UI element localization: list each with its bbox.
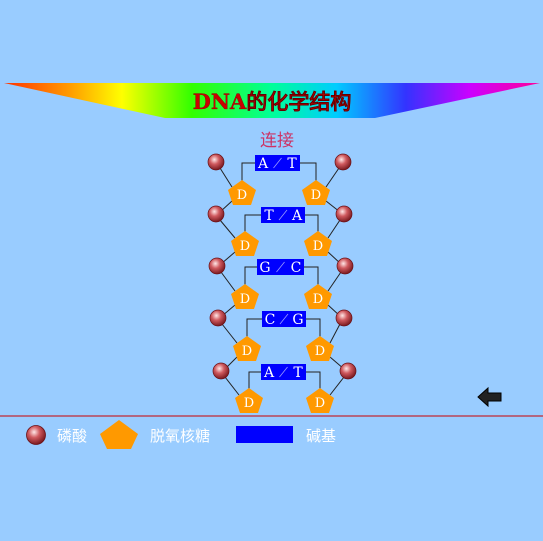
base-left-label: A — [263, 365, 275, 381]
phosphate-left — [208, 257, 226, 275]
sugar-right — [304, 284, 332, 309]
sugar-base-bond — [248, 371, 261, 389]
backbone-bond — [224, 376, 240, 396]
sugar-right — [306, 388, 334, 413]
hydrogen-bond — [276, 261, 285, 273]
legend-sugar-icon — [100, 420, 138, 449]
sugar-label: D — [315, 396, 325, 411]
backbone-bond — [219, 167, 233, 188]
legend-phosphate-icon — [26, 425, 46, 445]
phosphate-left — [212, 362, 230, 380]
sugar-left — [228, 180, 256, 205]
sugar-label: D — [315, 344, 325, 359]
sugar-right — [302, 180, 330, 205]
phosphate-right — [336, 257, 354, 275]
sugar-right — [304, 231, 332, 256]
sugar-label: D — [311, 188, 321, 203]
backbone-bond — [329, 323, 341, 344]
sugar-base-bond — [306, 318, 321, 337]
hydrogen-bond — [278, 209, 288, 221]
phosphate-right — [339, 362, 357, 380]
sugar-label: D — [240, 292, 250, 307]
base-right-label: G — [292, 312, 303, 328]
backbone-bond — [221, 323, 238, 344]
subtitle-link[interactable]: 连接 — [260, 131, 294, 151]
backbone-bond — [220, 271, 236, 292]
backbone-bond — [325, 167, 340, 188]
legend-base-icon — [236, 426, 293, 443]
sugar-label: D — [240, 239, 250, 254]
phosphate-left — [209, 309, 227, 327]
hydrogen-bond — [279, 366, 288, 378]
sugar-left — [231, 284, 259, 309]
sugar-label: D — [244, 396, 254, 411]
base-left-label: A — [257, 156, 269, 172]
phosphate-left — [207, 153, 225, 171]
sugar-label: D — [237, 188, 247, 203]
sugar-base-bond — [244, 214, 261, 232]
sugar-label: D — [313, 292, 323, 307]
base-left-label: G — [259, 260, 270, 276]
sugar-right — [306, 336, 334, 361]
base-right-label: T — [293, 365, 303, 381]
page-title: DNA的化学结构 — [193, 89, 352, 114]
hydrogen-bond — [273, 157, 282, 169]
sugar-left — [235, 388, 263, 413]
phosphate-right — [335, 309, 353, 327]
sugar-base-bond — [304, 266, 319, 285]
sugar-base-bond — [306, 371, 321, 389]
hydrogen-bond — [279, 313, 289, 325]
dna-ladder: D DA TD DT AD DG CD DC GD DA T — [207, 153, 357, 413]
legend: 磷酸 脱氧核糖 碱基 — [26, 420, 336, 449]
backbone-bond — [329, 376, 345, 396]
back-arrow-icon[interactable] — [477, 386, 502, 408]
sugar-base-bond — [244, 266, 257, 285]
backbone-bond — [219, 219, 236, 239]
backbone-bond — [327, 271, 342, 292]
sugar-base-bond — [241, 162, 255, 181]
base-right-label: T — [287, 156, 297, 172]
base-left-label: T — [264, 208, 274, 224]
base-left-label: C — [265, 312, 276, 328]
sugar-base-bond — [305, 214, 319, 232]
sugar-left — [231, 231, 259, 256]
sugar-base-bond — [300, 162, 317, 181]
base-right-label: A — [291, 208, 303, 224]
sugar-label: D — [242, 344, 252, 359]
title-banner — [4, 83, 540, 118]
sugar-base-bond — [246, 318, 262, 337]
phosphate-right — [335, 205, 353, 223]
legend-sugar-label: 脱氧核糖 — [150, 427, 210, 445]
phosphate-right — [334, 153, 352, 171]
base-right-label: C — [291, 260, 302, 276]
phosphate-left — [207, 205, 225, 223]
legend-phosphate-label: 磷酸 — [57, 427, 87, 445]
sugar-label: D — [313, 239, 323, 254]
backbone-bond — [327, 219, 341, 239]
legend-base-label: 碱基 — [306, 427, 336, 445]
sugar-left — [233, 336, 261, 361]
